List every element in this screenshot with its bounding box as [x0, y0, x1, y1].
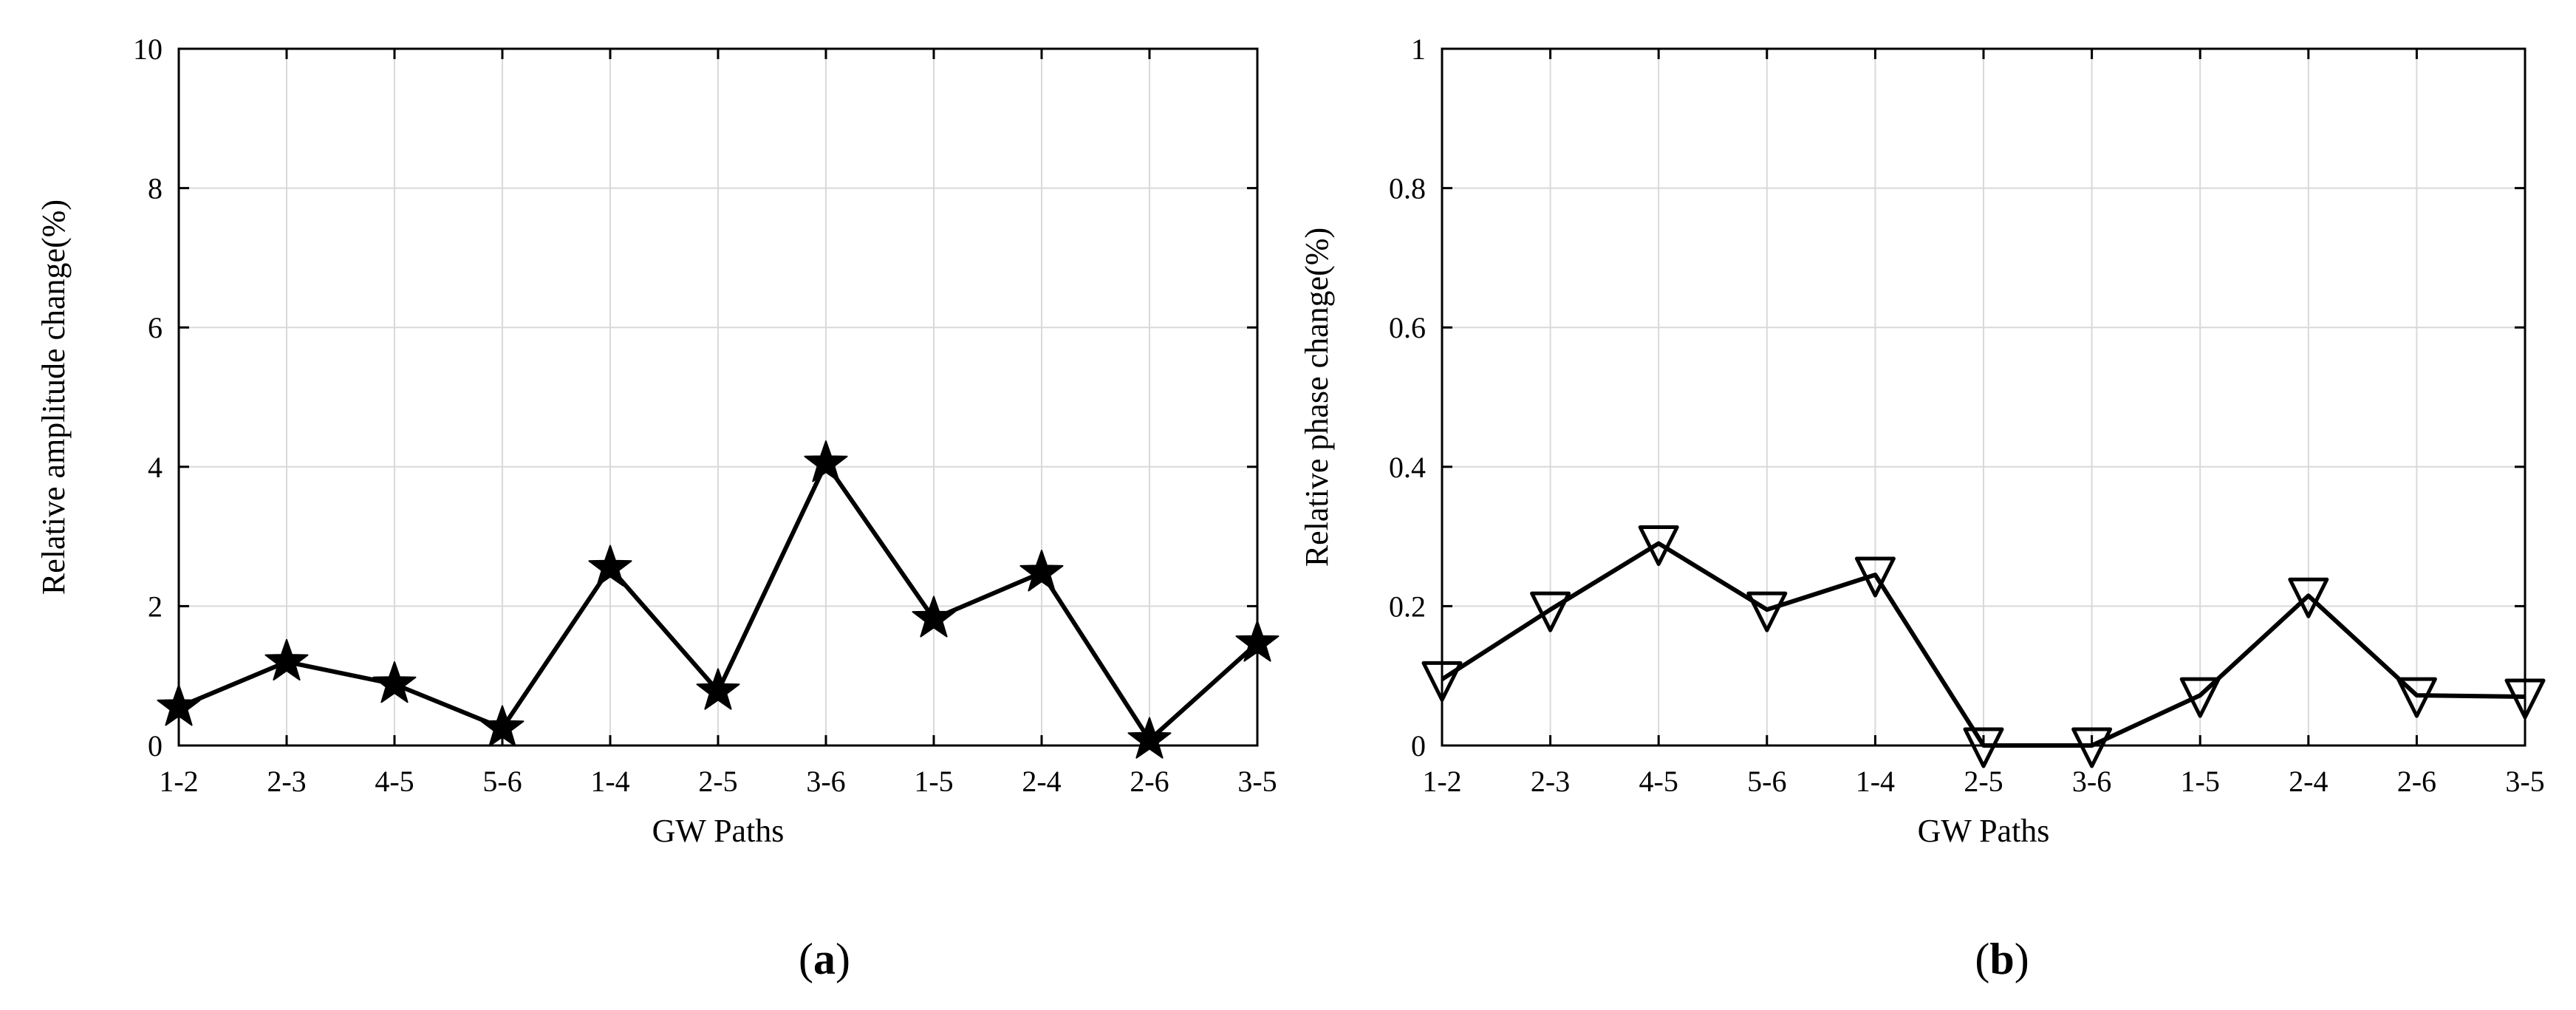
data-series	[1441, 541, 2526, 748]
data-point-3-5	[2504, 678, 2546, 720]
x-tick-label: 5-6	[1747, 765, 1786, 798]
y-tick-label: 6	[148, 311, 163, 344]
x-tick-label: 3-6	[2072, 765, 2111, 798]
y-tick-label: 10	[133, 33, 163, 66]
axes-frame	[177, 47, 1259, 747]
y-tick-label: 4	[148, 451, 163, 484]
x-tick-label: 3-5	[2505, 765, 2544, 798]
x-axis-label: GW Paths	[1918, 813, 2050, 849]
x-tick-label: 2-6	[1130, 765, 1169, 798]
x-tick-label: 4-5	[375, 765, 414, 798]
data-point-1-5	[2179, 677, 2221, 718]
x-tick-label: 1-5	[914, 765, 953, 798]
x-tick-label: 3-6	[806, 765, 845, 798]
tick-labels: 1-2 2-3 4-5 5-6 1-4 2-5 3-6 1-5 2-4 2-6 3-5 0 0.2 0.4…	[1389, 33, 2545, 798]
data-markers	[1421, 525, 2546, 768]
y-tick-label: 0.2	[1389, 590, 1426, 623]
data-point-3-5	[1235, 620, 1280, 662]
data-point-1-2	[157, 684, 201, 726]
x-tick-label: 2-3	[267, 765, 306, 798]
y-tick-label: 0.8	[1389, 172, 1426, 205]
x-tick-label: 2-3	[1531, 765, 1570, 798]
x-tick-label: 1-5	[2181, 765, 2220, 798]
x-tick-label: 5-6	[482, 765, 522, 798]
grid-lines	[1442, 49, 2525, 745]
y-tick-label: 0	[1411, 729, 1426, 762]
y-axis-label: Relative phase change(%)	[1299, 228, 1335, 567]
data-point-5-6	[1746, 591, 1788, 632]
x-tick-label: 2-5	[698, 765, 737, 798]
data-point-2-5	[1963, 727, 2004, 768]
y-tick-label: 0	[148, 729, 163, 762]
tick-labels: 1-2 2-3 4-5 5-6 1-4 2-5 3-6 1-5 2-4 2-6 3-5 0 2 4 6 8 10	[133, 33, 1277, 798]
panel-caption-b: (b)	[1975, 935, 2029, 983]
data-point-5-6	[480, 705, 525, 747]
data-point-4-5	[372, 661, 417, 703]
y-tick-label: 2	[148, 590, 163, 623]
x-tick-label: 2-5	[1964, 765, 2003, 798]
y-axis-label: Relative amplitude change(%)	[35, 199, 72, 595]
data-markers	[157, 440, 1280, 759]
x-axis-label: GW Paths	[652, 813, 785, 849]
x-tick-label: 1-2	[1422, 765, 1461, 798]
data-point-1-4	[1854, 556, 1896, 598]
x-tick-label: 2-4	[2289, 765, 2328, 798]
x-tick-label: 2-6	[2397, 765, 2436, 798]
y-tick-label: 8	[148, 172, 163, 205]
data-point-1-5	[912, 596, 956, 638]
x-tick-label: 2-4	[1022, 765, 1061, 798]
x-tick-label: 4-5	[1639, 765, 1678, 798]
grid-lines	[179, 49, 1257, 745]
axis-ticks	[177, 47, 1259, 747]
data-point-2-6	[1127, 717, 1172, 759]
x-tick-label: 1-2	[159, 765, 198, 798]
data-point-2-4	[1019, 550, 1064, 592]
x-tick-label: 1-4	[1856, 765, 1895, 798]
data-point-2-3	[264, 638, 309, 681]
data-point-2-6	[2396, 677, 2437, 718]
y-tick-label: 0.6	[1389, 311, 1426, 344]
chart-panel-a: 1-2 2-3 4-5 5-6 1-4 2-5 3-6 1-5 2-4 2-6 3-5 0 2 4 6 8 10…	[35, 33, 1280, 983]
data-point-1-2	[1421, 661, 1463, 702]
chart-panel-b: 1-2 2-3 4-5 5-6 1-4 2-5 3-6 1-5 2-4 2-6 3-5 0 0.2 0.4…	[1299, 33, 2546, 983]
data-point-4-5	[1638, 525, 1679, 567]
data-point-2-3	[1530, 591, 1571, 632]
y-tick-label: 0.4	[1389, 451, 1426, 484]
data-point-2-4	[2288, 577, 2329, 618]
series-line-phase	[1441, 541, 2526, 748]
data-point-2-5	[696, 668, 740, 710]
data-point-3-6	[804, 440, 848, 482]
y-tick-label: 1	[1411, 33, 1426, 66]
x-tick-label: 3-5	[1237, 765, 1277, 798]
x-tick-label: 1-4	[590, 765, 629, 798]
panel-caption-a: (a)	[799, 935, 850, 983]
data-point-3-6	[2071, 727, 2113, 768]
data-point-1-4	[588, 545, 632, 587]
